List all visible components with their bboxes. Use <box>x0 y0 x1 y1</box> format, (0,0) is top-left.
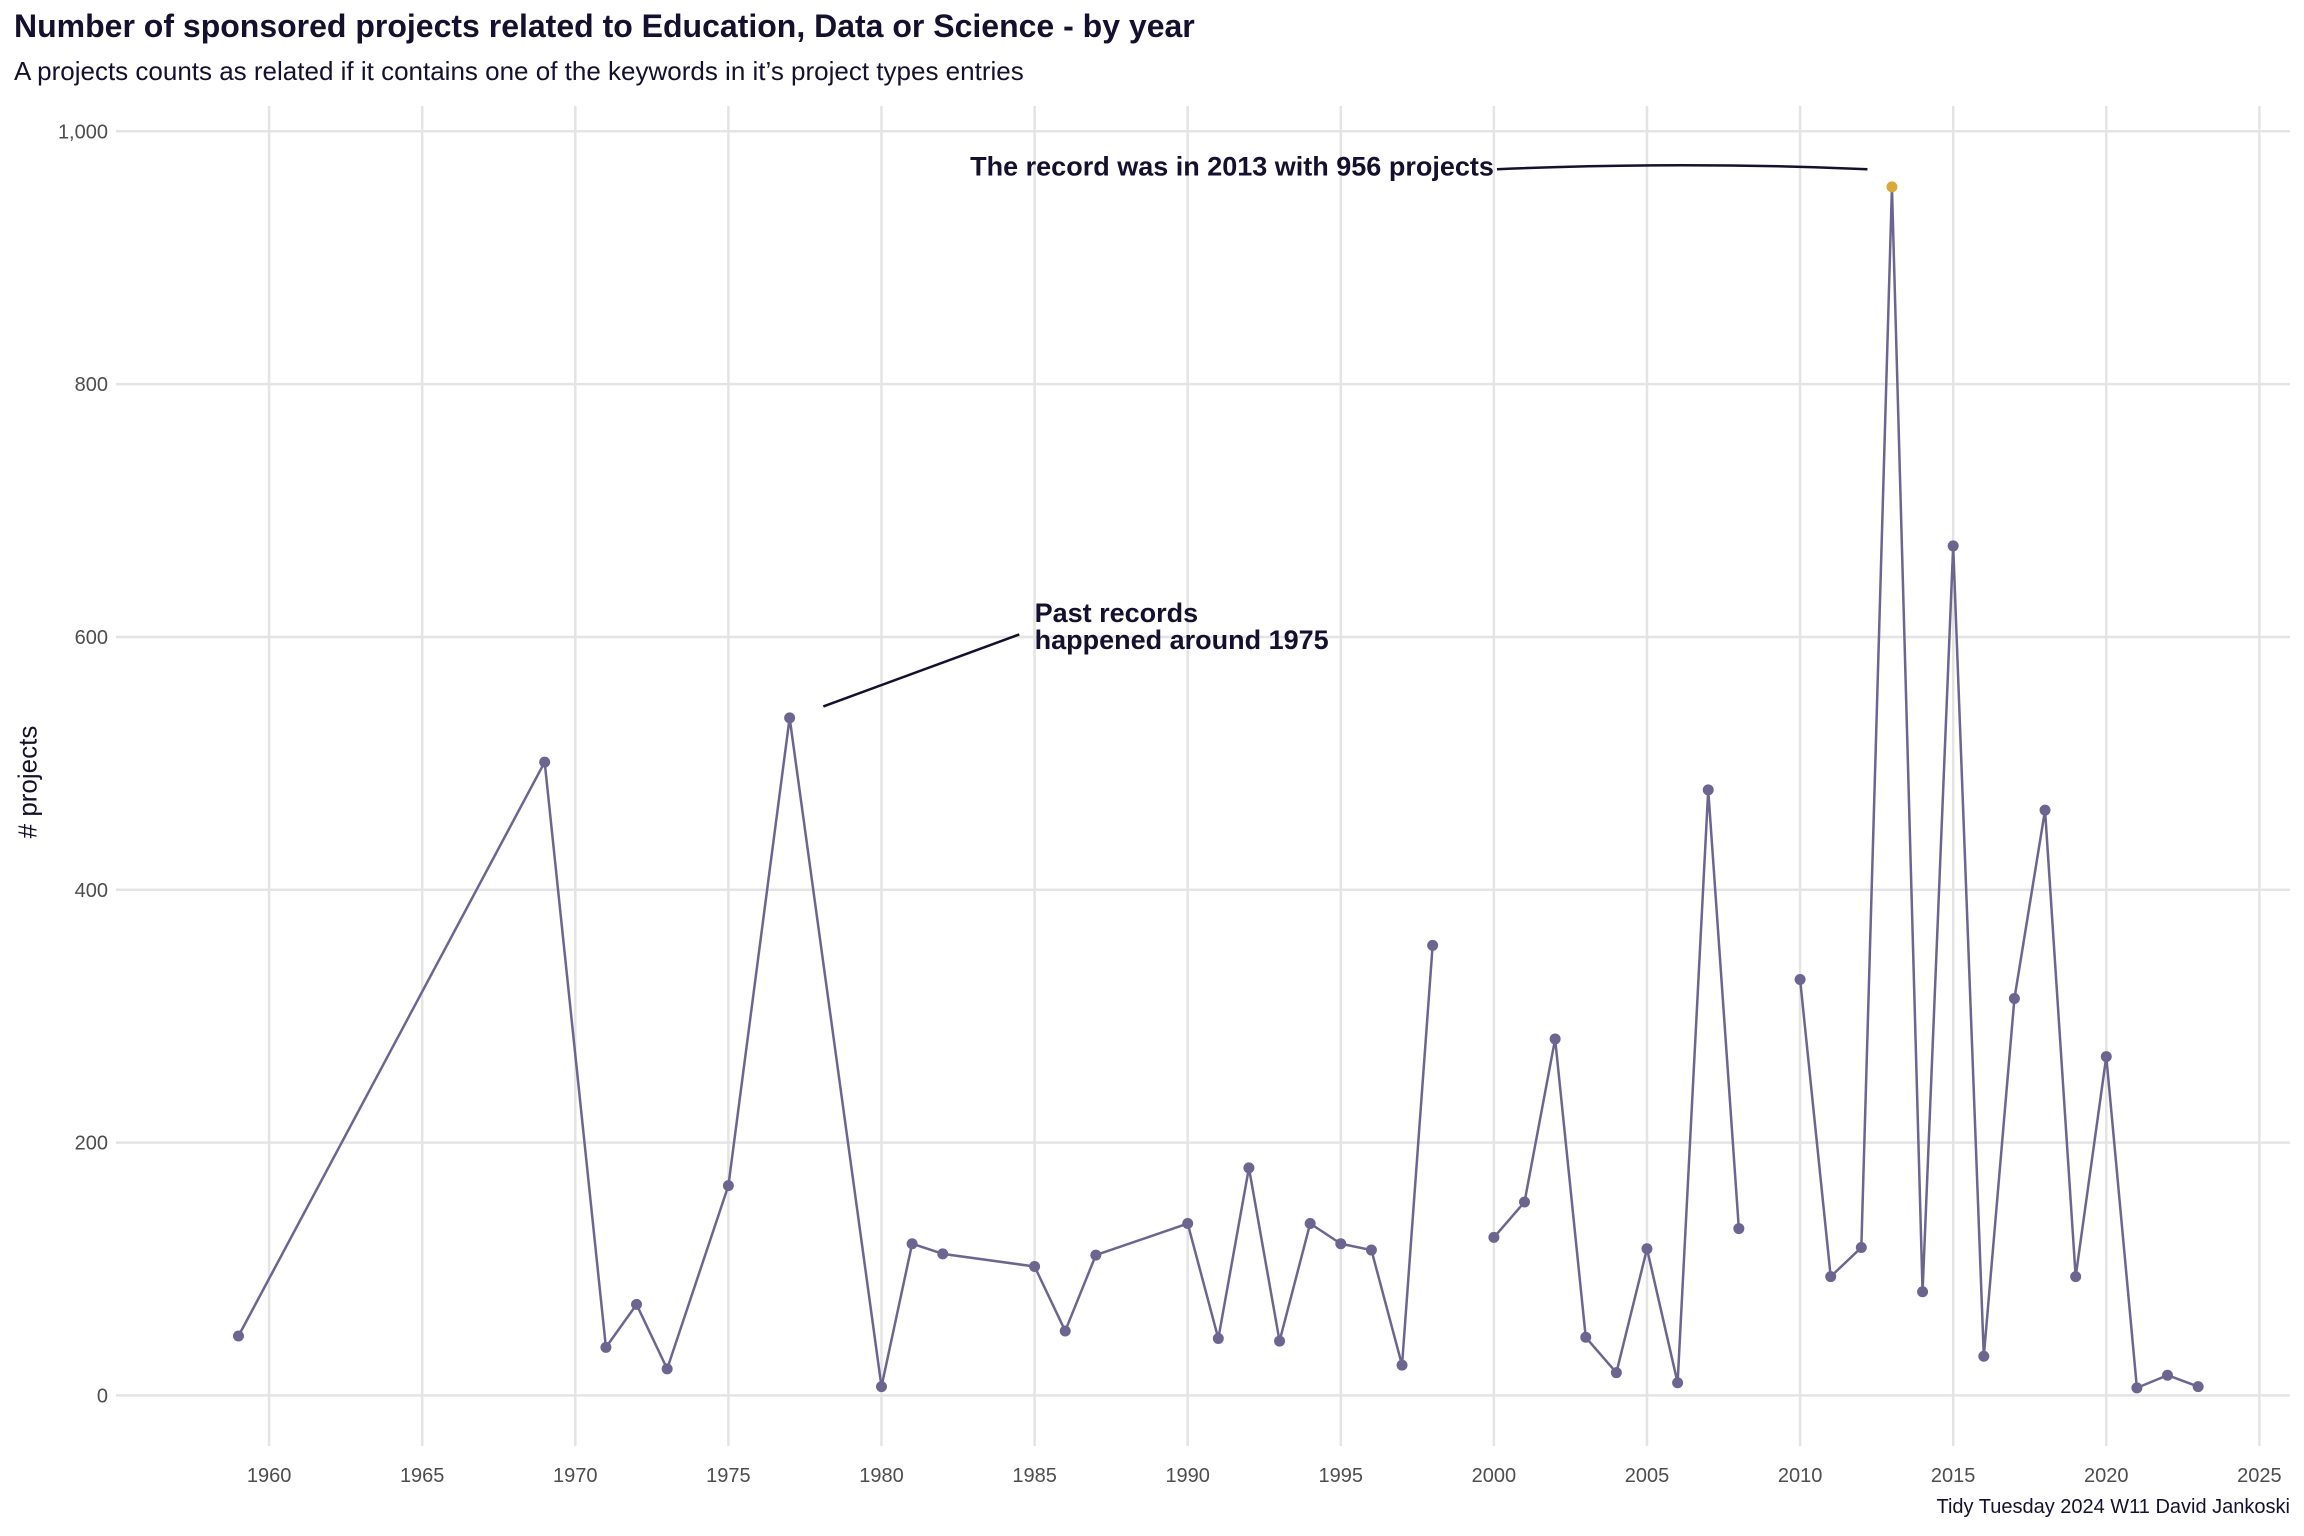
x-tick-label: 1960 <box>247 1465 292 1487</box>
data-point <box>784 712 796 724</box>
data-point <box>1947 540 1959 552</box>
x-tick-label: 2000 <box>1472 1465 1517 1487</box>
annotation-text: Past records <box>1035 598 1199 628</box>
series-line-segment-2 <box>1492 788 1741 1385</box>
data-point <box>1580 1331 1592 1343</box>
data-point <box>1029 1260 1041 1272</box>
series-points <box>232 181 2204 1394</box>
x-tick-label: 1995 <box>1319 1465 1364 1487</box>
x-tick-label: 1985 <box>1012 1465 1057 1487</box>
data-point <box>1396 1359 1408 1371</box>
horizontal-gridlines <box>116 130 2290 1397</box>
y-tick-label: 400 <box>75 880 108 902</box>
data-point <box>875 1381 887 1393</box>
x-tick-label: 2025 <box>2237 1465 2282 1487</box>
y-tick-label: 800 <box>75 374 108 396</box>
data-point <box>1243 1162 1255 1174</box>
data-point <box>600 1341 612 1353</box>
x-tick-label: 1965 <box>400 1465 445 1487</box>
data-point <box>1090 1249 1102 1261</box>
series-line-segment-3 <box>1798 185 2199 1390</box>
data-point <box>631 1298 643 1310</box>
data-point <box>1549 1033 1561 1045</box>
data-point <box>1335 1238 1347 1250</box>
data-point <box>2070 1271 2082 1283</box>
annotation-text: The record was in 2013 with 956 projects <box>970 152 1494 182</box>
chart-caption: Tidy Tuesday 2024 W11 David Jankoski <box>1936 1496 2290 1518</box>
annotation-text: happened around 1975 <box>1035 625 1329 655</box>
data-point <box>1182 1218 1194 1230</box>
data-point <box>1274 1335 1286 1347</box>
data-point <box>1427 939 1439 951</box>
data-point <box>1519 1196 1531 1208</box>
data-point <box>1733 1223 1745 1235</box>
data-point <box>2008 992 2020 1004</box>
x-tick-label: 1970 <box>553 1465 598 1487</box>
data-point <box>2039 804 2051 816</box>
x-tick-label: 2020 <box>2084 1465 2129 1487</box>
data-point <box>1917 1286 1929 1298</box>
data-point <box>937 1248 949 1260</box>
annotations: The record was in 2013 with 956 projects… <box>822 152 1868 708</box>
chart-title: Number of sponsored projects related to … <box>14 8 1195 44</box>
data-point <box>1304 1218 1316 1230</box>
data-point <box>1488 1231 1500 1243</box>
data-point <box>661 1363 673 1375</box>
data-point <box>1825 1271 1837 1283</box>
data-point <box>232 1330 244 1342</box>
y-tick-label: 1,000 <box>58 121 108 143</box>
data-point <box>2131 1382 2143 1394</box>
y-tick-label: 200 <box>75 1133 108 1155</box>
data-point <box>2100 1051 2112 1063</box>
x-tick-label: 1980 <box>859 1465 904 1487</box>
data-point <box>1855 1242 1867 1254</box>
x-tick-label: 1990 <box>1165 1465 1210 1487</box>
data-point <box>1702 784 1714 796</box>
annotation-connector <box>822 633 1020 708</box>
data-point <box>1365 1244 1377 1256</box>
x-tick-label: 1975 <box>706 1465 751 1487</box>
data-point <box>722 1180 734 1192</box>
x-tick-label: 2005 <box>1625 1465 1670 1487</box>
data-point <box>1610 1367 1622 1379</box>
chart-subtitle: A projects counts as related if it conta… <box>14 56 1024 86</box>
y-tick-label: 600 <box>75 627 108 649</box>
vertical-gridlines <box>267 106 2261 1446</box>
data-point <box>1641 1243 1653 1255</box>
data-point <box>1212 1333 1224 1345</box>
y-tick-labels: 0 200 400 600 800 1,000 <box>58 121 108 1407</box>
series-line-segment-1 <box>237 716 1434 1388</box>
data-point <box>539 756 551 768</box>
data-point <box>1794 974 1806 986</box>
data-point <box>1672 1377 1684 1389</box>
x-tick-label: 2010 <box>1778 1465 1823 1487</box>
highlight-point <box>1886 181 1898 193</box>
series-lines <box>237 185 2199 1390</box>
annotation-connector <box>1496 163 1868 171</box>
x-tick-label: 2015 <box>1931 1465 1976 1487</box>
data-point <box>1059 1325 1071 1337</box>
data-point <box>2192 1381 2204 1393</box>
data-point <box>2162 1369 2174 1381</box>
y-tick-label: 0 <box>97 1385 108 1407</box>
x-tick-labels: 1960 1965 1970 1975 1980 1985 1990 1995 2000 2005… <box>247 1465 2282 1487</box>
data-point <box>1978 1350 1990 1362</box>
data-point <box>906 1238 918 1250</box>
